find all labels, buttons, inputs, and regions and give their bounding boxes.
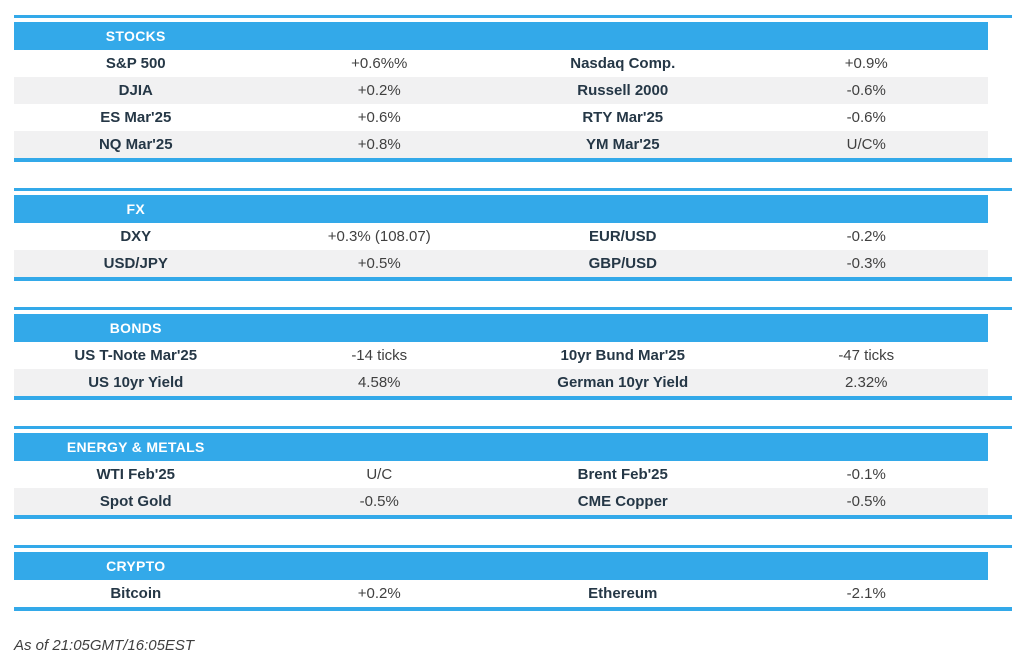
instrument-label: Spot Gold — [99, 493, 172, 510]
instrument-value: +0.3% (108.07) — [327, 228, 431, 245]
section-top-rule — [14, 15, 1012, 18]
instrument-value: -0.6% — [846, 82, 886, 99]
section-top-rule — [14, 188, 1012, 191]
instrument-label: Brent Feb'25 — [577, 466, 668, 483]
table-row: Spot Gold -0.5% CME Copper -0.5% — [14, 488, 988, 515]
section-header: ENERGY & METALS — [14, 433, 988, 461]
instrument-value: 2.32% — [844, 374, 888, 391]
instrument-label: Russell 2000 — [577, 82, 669, 99]
section-title: FX — [126, 201, 145, 217]
table-row: S&P 500 +0.6%% Nasdaq Comp. +0.9% — [14, 50, 988, 77]
instrument-label: DXY — [120, 228, 152, 245]
instrument-value: -47 ticks — [838, 347, 895, 364]
section-crypto: CRYPTO Bitcoin +0.2% Ethereum -2.1% — [14, 545, 1012, 611]
section-bottom-rule — [14, 158, 1012, 162]
section-header: FX — [14, 195, 988, 223]
instrument-label: US T-Note Mar'25 — [74, 347, 198, 364]
instrument-value: +0.8% — [357, 136, 401, 153]
section-top-rule — [14, 426, 1012, 429]
instrument-value: +0.6%% — [351, 55, 408, 72]
section-bottom-rule — [14, 396, 1012, 400]
section-header: BONDS — [14, 314, 988, 342]
instrument-label: DJIA — [118, 82, 153, 99]
instrument-value: -0.3% — [846, 255, 886, 272]
instrument-value: +0.9% — [844, 55, 888, 72]
instrument-label: RTY Mar'25 — [582, 109, 664, 126]
table-row: DXY +0.3% (108.07) EUR/USD -0.2% — [14, 223, 988, 250]
instrument-value: -0.5% — [359, 493, 399, 510]
table-row: NQ Mar'25 +0.8% YM Mar'25 U/C% — [14, 131, 988, 158]
instrument-label: USD/JPY — [103, 255, 168, 272]
instrument-value: 4.58% — [357, 374, 401, 391]
instrument-label: ES Mar'25 — [100, 109, 172, 126]
instrument-value: -2.1% — [846, 585, 886, 602]
instrument-label: WTI Feb'25 — [96, 466, 176, 483]
section-bonds: BONDS US T-Note Mar'25 -14 ticks 10yr Bund … — [14, 307, 1012, 400]
section-stocks: STOCKS S&P 500 +0.6%% Nasdaq Comp. +0.9% DJIA… — [14, 15, 1012, 162]
instrument-value: -0.6% — [846, 109, 886, 126]
section-bottom-rule — [14, 515, 1012, 519]
instrument-label: GBP/USD — [588, 255, 657, 272]
instrument-label: 10yr Bund Mar'25 — [560, 347, 685, 364]
section-title: STOCKS — [105, 28, 166, 44]
instrument-label: German 10yr Yield — [557, 374, 689, 391]
section-header: CRYPTO — [14, 552, 988, 580]
section-energy-metals: ENERGY & METALS WTI Feb'25 U/C Brent Feb'25… — [14, 426, 1012, 519]
instrument-label: US 10yr Yield — [88, 374, 184, 391]
section-title: ENERGY & METALS — [66, 439, 205, 455]
instrument-value: -0.1% — [846, 466, 886, 483]
table-row: USD/JPY +0.5% GBP/USD -0.3% — [14, 250, 988, 277]
instrument-value: U/C — [366, 466, 393, 483]
instrument-label: YM Mar'25 — [585, 136, 660, 153]
table-row: WTI Feb'25 U/C Brent Feb'25 -0.1% — [14, 461, 988, 488]
instrument-value: -0.5% — [846, 493, 886, 510]
timestamp-note: As of 21:05GMT/16:05EST — [14, 637, 195, 654]
instrument-value: +0.2% — [357, 585, 401, 602]
instrument-value: +0.2% — [357, 82, 401, 99]
section-bottom-rule — [14, 607, 1012, 611]
instrument-label: Ethereum — [588, 585, 658, 602]
instrument-label: EUR/USD — [588, 228, 657, 245]
instrument-label: CME Copper — [577, 493, 668, 510]
table-row: US 10yr Yield 4.58% German 10yr Yield 2.32% — [14, 369, 988, 396]
instrument-value: -0.2% — [846, 228, 886, 245]
instrument-label: Bitcoin — [110, 585, 162, 602]
instrument-value: +0.6% — [357, 109, 401, 126]
section-bottom-rule — [14, 277, 1012, 281]
section-top-rule — [14, 545, 1012, 548]
section-title: BONDS — [109, 320, 162, 336]
instrument-value: +0.5% — [357, 255, 401, 272]
instrument-value: U/C% — [846, 136, 886, 153]
instrument-label: S&P 500 — [105, 55, 166, 72]
section-title: CRYPTO — [106, 558, 166, 574]
table-row: DJIA +0.2% Russell 2000 -0.6% — [14, 77, 988, 104]
table-row: US T-Note Mar'25 -14 ticks 10yr Bund Mar'2… — [14, 342, 988, 369]
instrument-label: NQ Mar'25 — [98, 136, 173, 153]
instrument-value: -14 ticks — [351, 347, 408, 364]
section-fx: FX DXY +0.3% (108.07) EUR/USD -0.2% USD/JPY +0… — [14, 188, 1012, 281]
section-top-rule — [14, 307, 1012, 310]
market-sections: STOCKS S&P 500 +0.6%% Nasdaq Comp. +0.9% DJIA… — [14, 15, 1012, 611]
table-row: Bitcoin +0.2% Ethereum -2.1% — [14, 580, 988, 607]
instrument-label: Nasdaq Comp. — [570, 55, 676, 72]
section-header: STOCKS — [14, 22, 988, 50]
table-row: ES Mar'25 +0.6% RTY Mar'25 -0.6% — [14, 104, 988, 131]
